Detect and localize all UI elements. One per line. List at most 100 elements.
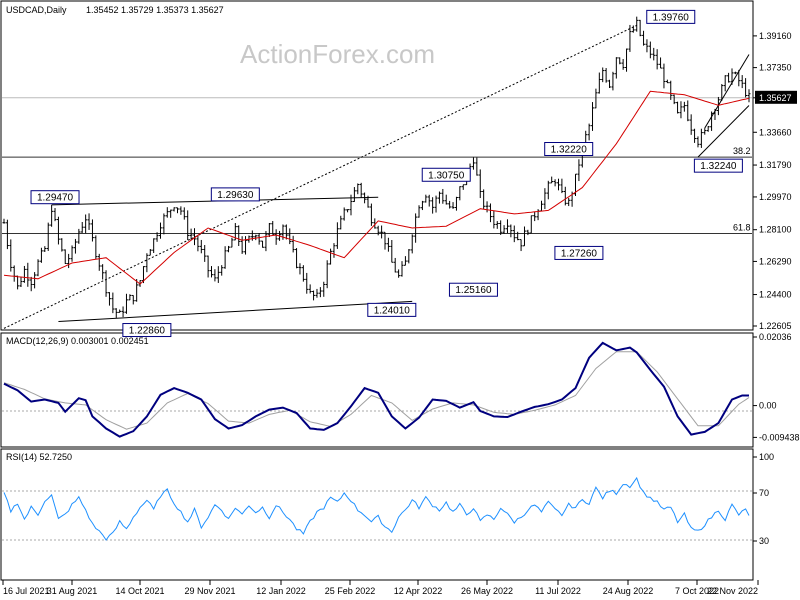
price-bar	[39, 247, 43, 263]
price-bar	[614, 57, 618, 79]
price-bar	[516, 231, 520, 241]
price-bar	[611, 71, 615, 91]
price-bar	[679, 101, 683, 119]
price-tick-label: 1.33660	[759, 127, 792, 137]
fibonacci-label: 38.2	[733, 146, 751, 156]
price-bar	[90, 219, 94, 242]
price-bar	[2, 218, 6, 224]
price-bar	[77, 228, 81, 244]
macd-tick-label: 0.02036	[759, 332, 792, 342]
price-bar	[19, 276, 23, 287]
price-bar	[628, 24, 632, 52]
price-bar	[543, 188, 547, 210]
price-grid	[2, 97, 752, 235]
price-bar	[744, 78, 748, 98]
date-tick-label: 12 Jan 2022	[256, 586, 306, 596]
price-bar	[237, 225, 241, 246]
date-tick-label: 25 Feb 2022	[325, 586, 376, 596]
price-bar	[587, 123, 591, 141]
price-bars	[2, 16, 751, 318]
price-bar	[322, 281, 326, 297]
price-bar	[107, 292, 111, 306]
price-bar	[114, 308, 118, 318]
price-bar	[594, 88, 598, 109]
price-bar	[689, 114, 693, 135]
price-bar	[5, 219, 9, 250]
price-bar	[509, 224, 513, 238]
price-bar	[621, 58, 625, 70]
trend-line	[697, 105, 750, 158]
price-bar	[727, 72, 731, 83]
price-tick-label: 1.37350	[759, 63, 792, 73]
price-bar	[223, 246, 227, 269]
price-bar	[131, 294, 135, 305]
price-bar	[356, 183, 360, 195]
price-bar	[155, 232, 159, 242]
price-bar	[257, 233, 261, 245]
price-bar	[427, 194, 431, 207]
price-bar	[550, 176, 554, 184]
price-bar	[567, 197, 571, 207]
svg-text:1.22860: 1.22860	[129, 326, 166, 337]
price-bar	[295, 248, 299, 269]
price-bar	[454, 196, 458, 211]
date-tick-label: 24 Aug 2022	[603, 586, 654, 596]
price-bar	[213, 269, 217, 282]
fibonacci-label: 61.8	[733, 223, 751, 233]
price-label: 1.29630	[210, 187, 260, 202]
price-bar	[267, 223, 271, 238]
price-bar	[94, 235, 98, 260]
svg-text:1.39760: 1.39760	[653, 12, 690, 23]
price-bar	[261, 240, 265, 248]
price-axis: 1.39160 1.37350 1.35627 1.33660 1.31790 1.299…	[753, 31, 797, 331]
date-tick-label: 22 Nov 2022	[707, 586, 758, 596]
last-price-badge	[755, 90, 797, 104]
price-bar	[162, 213, 166, 235]
price-bar	[172, 207, 176, 212]
price-bar	[662, 63, 666, 89]
price-bar	[563, 186, 567, 206]
price-bar	[526, 229, 530, 236]
price-bar	[737, 69, 741, 87]
svg-text:1.29630: 1.29630	[217, 190, 254, 201]
price-bar	[36, 259, 40, 277]
price-bar	[101, 264, 105, 280]
macd-tick-label: 0.00	[759, 401, 777, 411]
price-bar	[43, 246, 47, 252]
price-bar	[703, 128, 707, 135]
price-bar	[318, 287, 322, 298]
price-bar	[359, 182, 363, 198]
header: USDCAD,Daily 1.35452 1.35729 1.35373 1.3…	[6, 5, 224, 15]
price-bar	[206, 255, 210, 278]
price-bar	[298, 263, 302, 275]
price-bar	[50, 204, 54, 227]
price-bar	[274, 229, 278, 245]
price-bar	[431, 197, 435, 214]
price-bar	[659, 57, 663, 69]
price-tick-label: 1.24400	[759, 290, 792, 300]
macd-line	[3, 341, 749, 438]
price-labels: 1.39760 1.32220 1.30750 1.29630 1.29470 1.272…	[30, 9, 743, 338]
price-bar	[522, 226, 526, 247]
price-bar	[434, 195, 438, 213]
price-bar	[397, 269, 401, 278]
price-bar	[284, 224, 288, 240]
price-tick-label: 1.22605	[759, 321, 792, 331]
price-bar	[148, 249, 152, 256]
price-label: 1.30750	[421, 167, 471, 182]
price-bar	[121, 306, 125, 318]
price-bar	[512, 225, 516, 243]
price-bar	[420, 200, 424, 211]
price-bar	[227, 245, 231, 253]
fibonacci-labels: 38.2 61.8	[733, 146, 751, 232]
price-bar	[22, 265, 26, 283]
price-bar	[199, 239, 203, 254]
price-bar	[346, 209, 350, 213]
price-bar	[158, 222, 162, 239]
price-tick-label: 1.39160	[759, 31, 792, 41]
chart-ohlc: 1.35452 1.35729 1.35373 1.35627	[86, 5, 224, 15]
price-bar	[288, 228, 292, 245]
date-tick-label: 29 Nov 2021	[184, 586, 235, 596]
price-bar	[373, 218, 377, 229]
date-tick-label: 12 Apr 2022	[394, 586, 443, 596]
